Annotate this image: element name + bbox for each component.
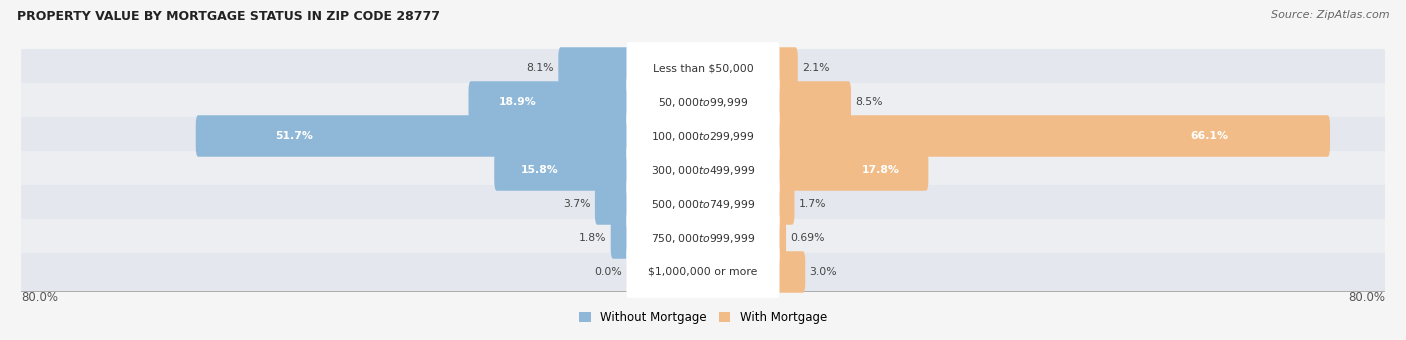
FancyBboxPatch shape xyxy=(21,151,1385,189)
FancyBboxPatch shape xyxy=(775,217,786,259)
FancyBboxPatch shape xyxy=(627,110,779,162)
FancyBboxPatch shape xyxy=(595,183,631,225)
FancyBboxPatch shape xyxy=(21,219,1385,257)
Text: Less than $50,000: Less than $50,000 xyxy=(652,63,754,73)
Text: 15.8%: 15.8% xyxy=(520,165,558,175)
FancyBboxPatch shape xyxy=(21,253,1385,291)
Text: 66.1%: 66.1% xyxy=(1191,131,1229,141)
FancyBboxPatch shape xyxy=(610,217,631,259)
Text: 51.7%: 51.7% xyxy=(276,131,314,141)
FancyBboxPatch shape xyxy=(468,81,631,123)
FancyBboxPatch shape xyxy=(195,115,631,157)
Text: 0.69%: 0.69% xyxy=(790,233,825,243)
Text: 3.0%: 3.0% xyxy=(810,267,837,277)
Text: $1,000,000 or more: $1,000,000 or more xyxy=(648,267,758,277)
FancyBboxPatch shape xyxy=(627,212,779,264)
FancyBboxPatch shape xyxy=(21,83,1385,121)
FancyBboxPatch shape xyxy=(775,47,797,89)
FancyBboxPatch shape xyxy=(21,49,1385,87)
Text: 80.0%: 80.0% xyxy=(1348,291,1385,304)
FancyBboxPatch shape xyxy=(775,81,851,123)
FancyBboxPatch shape xyxy=(495,149,631,191)
FancyBboxPatch shape xyxy=(627,246,779,298)
Text: 80.0%: 80.0% xyxy=(21,291,58,304)
Text: $300,000 to $499,999: $300,000 to $499,999 xyxy=(651,164,755,176)
Text: 18.9%: 18.9% xyxy=(499,97,537,107)
FancyBboxPatch shape xyxy=(775,183,794,225)
Text: $50,000 to $99,999: $50,000 to $99,999 xyxy=(658,96,748,108)
Legend: Without Mortgage, With Mortgage: Without Mortgage, With Mortgage xyxy=(579,311,827,324)
Text: 3.7%: 3.7% xyxy=(564,199,591,209)
Text: 8.5%: 8.5% xyxy=(855,97,883,107)
Text: $750,000 to $999,999: $750,000 to $999,999 xyxy=(651,232,755,244)
Text: Source: ZipAtlas.com: Source: ZipAtlas.com xyxy=(1271,10,1389,20)
Text: 2.1%: 2.1% xyxy=(801,63,830,73)
FancyBboxPatch shape xyxy=(627,42,779,94)
FancyBboxPatch shape xyxy=(775,115,1330,157)
FancyBboxPatch shape xyxy=(558,47,631,89)
FancyBboxPatch shape xyxy=(775,251,806,293)
FancyBboxPatch shape xyxy=(21,185,1385,223)
Text: PROPERTY VALUE BY MORTGAGE STATUS IN ZIP CODE 28777: PROPERTY VALUE BY MORTGAGE STATUS IN ZIP… xyxy=(17,10,440,23)
Text: 17.8%: 17.8% xyxy=(862,165,900,175)
Text: $500,000 to $749,999: $500,000 to $749,999 xyxy=(651,198,755,210)
FancyBboxPatch shape xyxy=(627,178,779,230)
Text: $100,000 to $299,999: $100,000 to $299,999 xyxy=(651,130,755,142)
Text: 1.8%: 1.8% xyxy=(579,233,606,243)
Text: 1.7%: 1.7% xyxy=(799,199,827,209)
FancyBboxPatch shape xyxy=(627,76,779,128)
FancyBboxPatch shape xyxy=(21,117,1385,155)
Text: 0.0%: 0.0% xyxy=(593,267,621,277)
Text: 8.1%: 8.1% xyxy=(527,63,554,73)
FancyBboxPatch shape xyxy=(775,149,928,191)
FancyBboxPatch shape xyxy=(627,144,779,196)
